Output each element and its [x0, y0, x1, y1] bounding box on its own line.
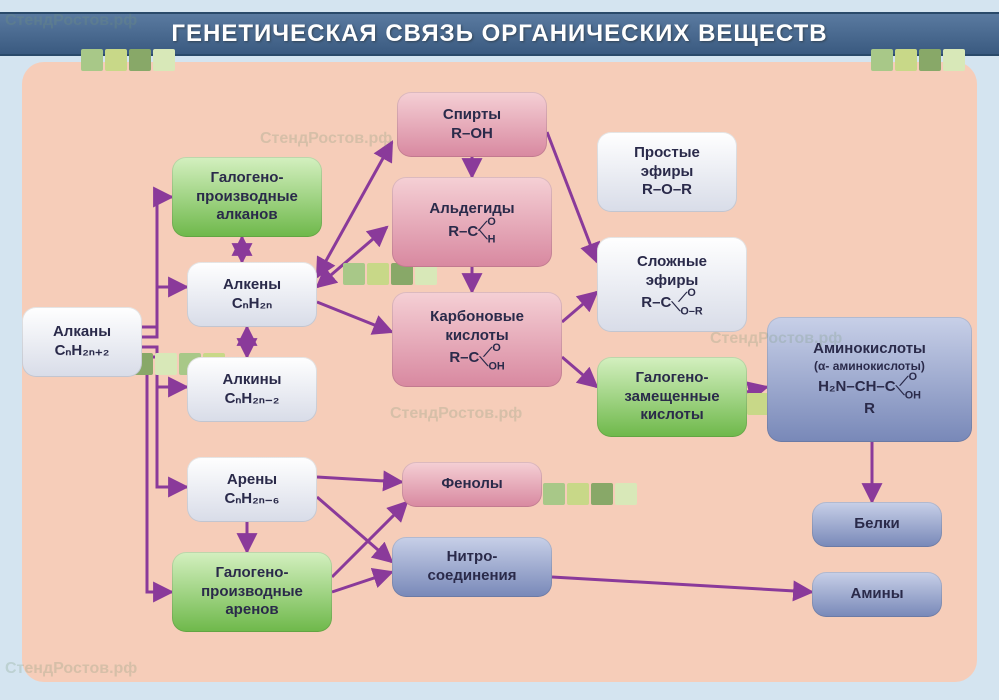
node-line: CₙH₂ₙ₊₂ — [32, 342, 132, 361]
node-line: соединения — [402, 567, 542, 586]
node-slozhnye: СложныеэфирыR–C⟋O⟍O–R — [597, 237, 747, 332]
node-line: Арены — [197, 471, 307, 490]
node-line: эфиры — [607, 163, 727, 182]
node-line: кислоты — [607, 406, 737, 425]
node-karbon: КарбоновыекислотыR–C⟋O⟍OH — [392, 292, 562, 387]
node-line: Простые — [607, 144, 727, 163]
node-line: Карбоновые — [402, 308, 552, 327]
node-line: (α- аминокислоты) — [777, 359, 962, 374]
node-line: Галогено- — [182, 169, 312, 188]
arrow-nitro-aminy — [552, 577, 812, 592]
node-line: замещенные — [607, 388, 737, 407]
arrow-alkany-galo_arenov — [137, 362, 172, 592]
node-belki: Белки — [812, 502, 942, 547]
node-line: R–C⟋O⟍H — [402, 219, 542, 245]
node-line: Алканы — [32, 323, 132, 342]
node-fenoly: Фенолы — [402, 462, 542, 507]
node-line: Альдегиды — [402, 200, 542, 219]
node-line: производные — [182, 188, 312, 207]
arrow-alkany-alkeny — [137, 287, 187, 337]
arrow-areny-nitro — [317, 497, 392, 562]
arrow-spirty-slozhnye — [547, 132, 597, 262]
node-line: R — [777, 400, 962, 419]
node-line: Алкины — [197, 371, 307, 390]
node-line: R–C⟋O⟍O–R — [607, 290, 737, 316]
node-line: Нитро- — [402, 548, 542, 567]
arrow-galo_arenov-nitro — [332, 572, 392, 592]
node-line: аренов — [182, 601, 322, 620]
arrow-galo_kisloty-amino — [747, 387, 767, 392]
node-line: Белки — [822, 515, 932, 534]
arrow-areny-fenoly — [317, 477, 402, 482]
node-line: Аминокислоты — [777, 340, 962, 359]
arrow-alkeny-spirty — [317, 142, 392, 277]
node-line: Фенолы — [412, 475, 532, 494]
arrow-alkeny-karbon — [317, 302, 392, 332]
page-title: ГЕНЕТИЧЕСКАЯ СВЯЗЬ ОРГАНИЧЕСКИХ ВЕЩЕСТВ — [0, 12, 999, 56]
node-galo_kisloty: Галогено-замещенныекислоты — [597, 357, 747, 437]
node-alkany: АлканыCₙH₂ₙ₊₂ — [22, 307, 142, 377]
node-amino: Аминокислоты(α- аминокислоты)H₂N–CH–C⟋O⟍… — [767, 317, 972, 442]
arrow-alkany-alkiny — [137, 347, 187, 387]
node-line: алканов — [182, 206, 312, 225]
node-nitro: Нитро-соединения — [392, 537, 552, 597]
arrow-alkeny-aldegidy — [317, 227, 387, 287]
node-line: производные — [182, 583, 322, 602]
node-prostye: ПростыеэфирыR–O–R — [597, 132, 737, 212]
arrow-karbon-slozhnye — [562, 292, 597, 322]
node-alkiny: АлкиныCₙH₂ₙ₋₂ — [187, 357, 317, 422]
node-alkeny: АлкеныCₙH₂ₙ — [187, 262, 317, 327]
node-line: CₙH₂ₙ₋₆ — [197, 490, 307, 509]
node-line: Галогено- — [607, 369, 737, 388]
node-line: R–O–R — [607, 181, 727, 200]
node-line: Спирты — [407, 106, 537, 125]
node-line: R–C⟋O⟍OH — [402, 345, 552, 371]
node-line: H₂N–CH–C⟋O⟍OH — [777, 374, 962, 400]
node-aldegidy: АльдегидыR–C⟋O⟍H — [392, 177, 552, 267]
node-galo_alkanov: Галогено-производныеалканов — [172, 157, 322, 237]
node-galo_arenov: Галогено-производныеаренов — [172, 552, 332, 632]
node-line: кислоты — [402, 327, 552, 346]
node-line: CₙH₂ₙ₋₂ — [197, 390, 307, 409]
node-spirty: СпиртыR–OH — [397, 92, 547, 157]
deco-squares — [542, 482, 638, 511]
arrow-alkany-areny — [137, 357, 187, 487]
node-line: Алкены — [197, 276, 307, 295]
node-line: Сложные — [607, 253, 737, 272]
node-line: R–OH — [407, 125, 537, 144]
node-line: эфиры — [607, 272, 737, 291]
node-aminy: Амины — [812, 572, 942, 617]
diagram-canvas: АлканыCₙH₂ₙ₊₂Галогено-производныеалканов… — [22, 62, 977, 682]
node-line: Амины — [822, 585, 932, 604]
arrow-alkany-galo_alkanov — [137, 197, 172, 327]
arrow-karbon-galo_kisloty — [562, 357, 597, 387]
node-areny: АреныCₙH₂ₙ₋₆ — [187, 457, 317, 522]
node-line: CₙH₂ₙ — [197, 295, 307, 314]
node-line: Галогено- — [182, 564, 322, 583]
